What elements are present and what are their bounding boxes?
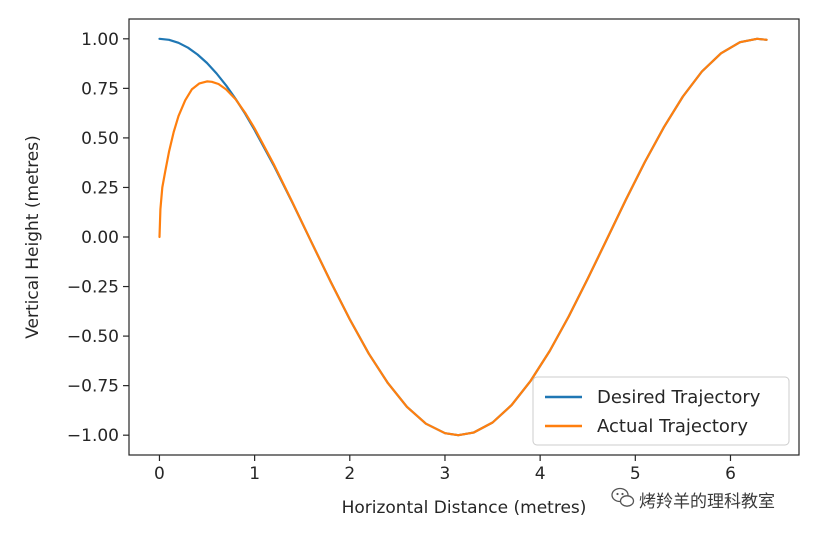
- legend-entry-actual: Actual Trajectory: [597, 416, 748, 437]
- y-axis-label: Vertical Height (metres): [23, 135, 43, 339]
- watermark: 烤羚羊的理科教室: [611, 487, 775, 512]
- series-line-actual: [158, 37, 768, 437]
- legend-entry-desired: Desired Trajectory: [597, 387, 761, 408]
- x-tick-label: 4: [535, 464, 546, 484]
- y-tick-label: 1.00: [81, 30, 119, 50]
- x-tick-label: 5: [630, 464, 641, 484]
- wechat-icon: [611, 487, 635, 507]
- y-tick-label: 0.00: [81, 228, 119, 248]
- y-tick-label: 0.25: [81, 178, 119, 198]
- y-tick-label: −0.25: [67, 278, 119, 298]
- y-tick-label: −0.50: [67, 327, 119, 347]
- y-tick-label: 0.50: [81, 129, 119, 149]
- y-tick-label: 0.75: [81, 79, 119, 99]
- y-axis-ticks: 1.00 0.75 0.50 0.25 0.00 −0.25 −0.50 −0.75 −1.00: [67, 30, 129, 446]
- x-tick-label: 2: [344, 464, 355, 484]
- x-tick-label: 3: [440, 464, 451, 484]
- x-tick-label: 6: [725, 464, 736, 484]
- x-axis-ticks: 0 1 2 3 4 5 6: [154, 455, 736, 484]
- x-tick-label: 0: [154, 464, 165, 484]
- legend: Desired Trajectory Actual Trajectory: [532, 376, 790, 446]
- series-layer: [158, 37, 768, 437]
- watermark-text: 烤羚羊的理科教室: [639, 492, 775, 512]
- x-axis-label: Horizontal Distance (metres): [342, 498, 587, 518]
- x-tick-label: 1: [249, 464, 260, 484]
- y-tick-label: −0.75: [67, 377, 119, 397]
- y-tick-label: −1.00: [67, 426, 119, 446]
- legend-box: [532, 376, 790, 446]
